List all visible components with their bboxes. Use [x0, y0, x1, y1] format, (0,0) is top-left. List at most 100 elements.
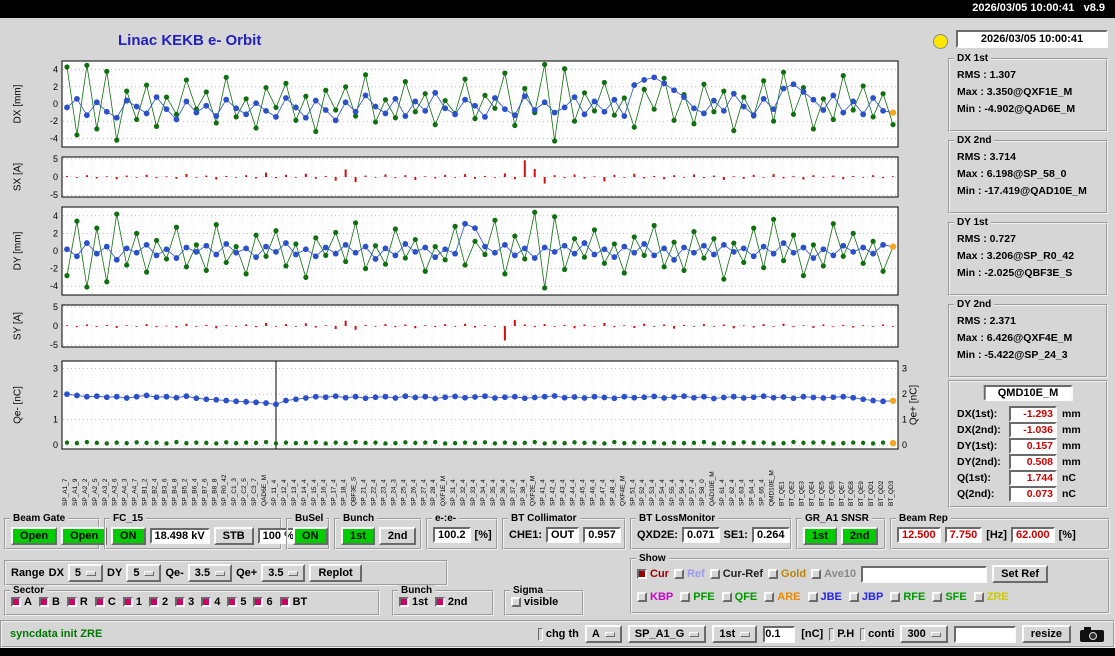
checkbox-ave10[interactable]: Ave10 [811, 568, 856, 580]
checkbox-jbe[interactable]: JBE [807, 591, 842, 603]
conti-checkbox[interactable]: conti [860, 627, 894, 641]
checkbox-bt[interactable]: BT [279, 596, 307, 608]
fc15-stb-button[interactable]: STB [213, 527, 254, 545]
svg-text:SP_18_4: SP_18_4 [341, 479, 348, 506]
gr-1st-button[interactable]: 1st [803, 527, 837, 545]
stats-line: RMS : 0.727 [957, 233, 1016, 245]
checkbox-indicator [673, 569, 684, 579]
checkbox-1[interactable]: 1 [122, 596, 142, 608]
checkbox-5[interactable]: 5 [227, 596, 246, 608]
dx-axis-label: DX [mm] [12, 84, 24, 124]
svg-text:1: 1 [53, 415, 58, 425]
checkbox-gold[interactable]: Gold [768, 568, 806, 580]
che1-value: OUT [546, 527, 580, 543]
checkbox-6[interactable]: 6 [253, 596, 273, 608]
svg-text:2: 2 [53, 228, 58, 238]
ref-filename-input[interactable] [861, 565, 988, 583]
checkbox-cur[interactable]: Cur [637, 568, 669, 580]
beam-rep-value-1: 12.500 [897, 527, 941, 543]
stats-group-title: DY 1st [954, 217, 991, 228]
busel-on-button[interactable]: ON [293, 527, 328, 545]
bunch-1st-button[interactable]: 1st [341, 527, 375, 545]
count-dropdown[interactable]: 300 [900, 625, 948, 643]
status-led [933, 34, 948, 49]
sx-steering-plot: -5 0 5 [50, 154, 899, 200]
checkbox-r[interactable]: R [66, 596, 88, 608]
checkbox-qfe[interactable]: QFE [721, 591, 757, 603]
checkbox-1st[interactable]: 1st [399, 596, 428, 608]
svg-text:BT_QE8: BT_QE8 [848, 481, 855, 506]
gr-2nd-button[interactable]: 2nd [840, 527, 879, 545]
checkbox-3[interactable]: 3 [175, 596, 194, 608]
svg-text:4: 4 [53, 211, 58, 221]
checkbox-pfe[interactable]: PFE [680, 591, 715, 603]
stats-group-title: DY 2nd [954, 299, 995, 310]
checkbox-c[interactable]: C [94, 596, 116, 608]
svg-text:SP_45_4: SP_45_4 [580, 479, 587, 506]
stats-line: Min : -2.025@QBF3E_S [957, 267, 1073, 279]
checkbox-ref[interactable]: Ref [673, 568, 705, 580]
checkbox-indicator [279, 597, 290, 607]
count-value: 300 [907, 628, 926, 640]
stats-group-dx-2nd: DX 2nd RMS : 3.714 Max : 6.198@SP_58_0 Min … [948, 135, 1108, 214]
resize-button[interactable]: resize [1021, 625, 1071, 643]
checkbox-b[interactable]: B [38, 596, 60, 608]
beam-gate-title: Beam Gate [10, 513, 69, 524]
bt-collimator-title: BT Collimator [508, 513, 580, 524]
bt-lossmonitor-group: BT LossMonitor QXD2E: 0.071 SE1: 0.264 [630, 513, 792, 550]
replot-button[interactable]: Replot [309, 564, 362, 582]
svg-text:SP_C3_7: SP_C3_7 [251, 478, 258, 506]
checkbox-jbp[interactable]: JBP [848, 591, 884, 603]
range-dy-dropdown[interactable]: 5 [126, 564, 162, 582]
checkbox-visible[interactable]: visible [511, 596, 558, 608]
range-dx-dropdown[interactable]: 5 [67, 564, 104, 582]
svg-text:SP_38_4: SP_38_4 [520, 479, 527, 506]
beam-rep-unit-pct: [%] [1058, 529, 1076, 541]
checkbox-zre[interactable]: ZRE [973, 591, 1009, 603]
checkbox-sfe[interactable]: SFE [932, 591, 967, 603]
fc15-on-button[interactable]: ON [111, 527, 146, 545]
camera-icon[interactable] [1079, 627, 1105, 643]
dropdown-indicator [930, 631, 941, 637]
ph-checkbox[interactable]: P.H [829, 627, 854, 641]
gr-a1-snsr-title: GR_A1 SNSR [802, 513, 872, 524]
bpm-name-axis: SP_A1_7 SP_A1_9 SP_A2_2 SP_A2_5 SP_A3_2 SP_A3… [62, 470, 895, 506]
range-qe-minus-dropdown[interactable]: 3.5 [187, 564, 233, 582]
bpm-detail-value: -1.036 [1009, 421, 1057, 438]
bunch-2nd-button[interactable]: 2nd [378, 527, 417, 545]
sector-dropdown[interactable]: A [584, 625, 622, 643]
checkbox-cur-ref[interactable]: Cur-Ref [709, 568, 763, 580]
beam-gate-open-button-2[interactable]: Open [61, 527, 108, 545]
bunch-dropdown[interactable]: 1st [712, 625, 758, 643]
range-qe-plus-dropdown[interactable]: 3.5 [261, 564, 306, 582]
checkbox-rfe[interactable]: RFE [890, 591, 925, 603]
titlebar-datetime: 2026/03/05 10:00:41 [972, 2, 1075, 14]
checkbox-2[interactable]: 2 [148, 596, 168, 608]
svg-text:SP_17_4: SP_17_4 [331, 479, 338, 506]
bpm-dropdown[interactable]: SP_A1_G [627, 625, 707, 643]
checkbox-a[interactable]: A [11, 596, 32, 608]
sector-panel: Sector A B R C 1 2 3 4 5 6 BT [4, 585, 380, 616]
svg-text:SP_A3_2: SP_A3_2 [102, 478, 109, 506]
checkbox-label: JBP [861, 591, 884, 603]
beam-gate-open-button-1[interactable]: Open [11, 527, 58, 545]
stats-group-title: DX 1st [954, 53, 992, 64]
bottom-bar [0, 648, 1115, 656]
range-qe-minus-value: 3.5 [194, 567, 211, 579]
stats-line: Min : -5.422@SP_24_3 [957, 349, 1068, 361]
checkbox-are[interactable]: ARE [764, 591, 801, 603]
status-bar: syncdata init ZRE chg th A SP_A1_G 1st [… [0, 620, 1115, 648]
aux-input[interactable] [953, 625, 1016, 643]
stats-group-dy-2nd: DY 2nd RMS : 2.371 Max : 6.426@QXF4E_M Min … [948, 299, 1108, 378]
checkbox-kbp[interactable]: KBP [637, 591, 673, 603]
checkbox-indicator [764, 592, 775, 602]
threshold-input[interactable] [763, 625, 796, 643]
checkbox-indicator [848, 592, 859, 602]
checkbox-indicator [227, 597, 238, 607]
set-ref-button[interactable]: Set Ref [992, 565, 1049, 583]
checkbox-4[interactable]: 4 [201, 596, 220, 608]
svg-text:SP_B6_4: SP_B6_4 [191, 478, 198, 506]
chg-th-checkbox[interactable]: chg th [537, 627, 579, 641]
svg-text:SP_64_4: SP_64_4 [749, 479, 756, 506]
checkbox-2nd[interactable]: 2nd [434, 596, 467, 608]
